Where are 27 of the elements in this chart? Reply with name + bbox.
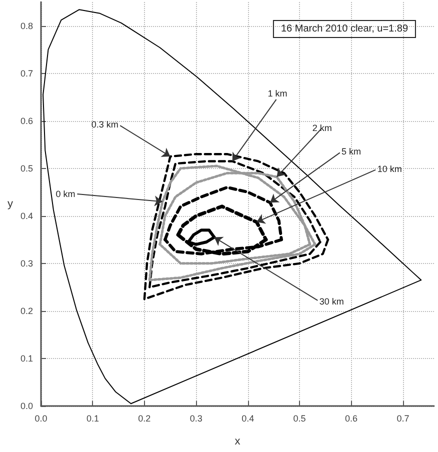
y-axis-title: y [8,198,14,210]
annotation: 30 km [319,296,344,307]
x-tick-label: 0.2 [138,414,151,424]
annotation: 10 km [377,164,402,174]
x-axis-title: x [234,436,241,448]
annotation: 16 March 2010 clear, u=1.89 [280,24,408,34]
annotation: 5 km [342,146,362,157]
x-tick-label: 0.3 [190,414,202,424]
y-tick-label: 0.1 [20,353,33,364]
y-tick-label: 0.4 [20,210,33,221]
annotation: 0.3 km [91,120,118,130]
y-tick-label: 0.2 [20,306,33,316]
x-tick-label: 0.5 [293,414,306,424]
x-tick-label: 0.6 [345,414,358,424]
annotation: 1 km [268,88,288,98]
y-tick-label: 0.8 [20,20,33,31]
y-tick-label: 0.5 [20,163,33,174]
x-tick-label: 0.4 [242,414,254,424]
x-tick-label: 0.0 [34,414,48,424]
x-tick-label: 0.1 [86,414,99,424]
y-tick-label: 0.7 [20,68,33,78]
annotation: 0 km [56,188,76,199]
y-tick-label: 0.6 [20,116,33,126]
annotation: 2 km [312,122,332,133]
y-tick-label: 0.3 [20,258,33,268]
x-tick-label: 0.7 [396,414,410,424]
y-tick-label: 0.0 [20,401,33,411]
